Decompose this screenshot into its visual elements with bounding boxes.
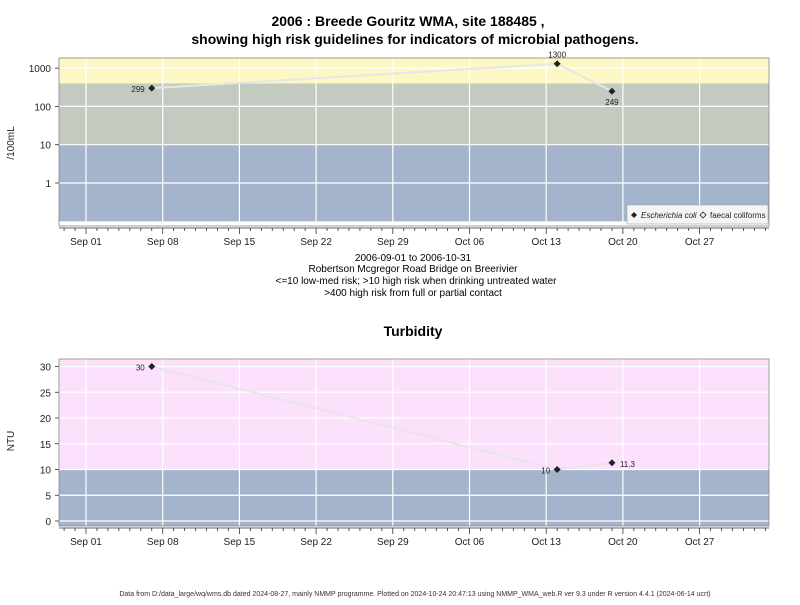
data-label: 299 — [131, 85, 145, 94]
x-tick-label: Sep 29 — [377, 537, 409, 548]
x-tick-label: Sep 08 — [147, 537, 179, 548]
chart2-ylabel: NTU — [6, 431, 17, 452]
y-tick-label: 20 — [40, 414, 52, 425]
x-tick-label: Oct 20 — [608, 537, 638, 548]
caption-contact-risk: >400 high risk from full or partial cont… — [324, 288, 502, 299]
x-tick-label: Sep 15 — [224, 537, 256, 548]
x-tick-label: Oct 27 — [685, 237, 715, 248]
plot-border — [58, 358, 770, 527]
data-label: 249 — [605, 98, 619, 107]
turbidity-chart: 0 5 10 15 20 25 30 Sep 01 Sep 08 Sep 15 Sep 22 Sep … — [40, 358, 770, 548]
data-label: 11.3 — [620, 460, 636, 469]
x-tick-label: Sep 29 — [377, 237, 409, 248]
risk-band — [59, 359, 769, 470]
y-tick-label: 10 — [40, 141, 52, 152]
x-tick-label: Sep 01 — [70, 537, 102, 548]
data-point — [148, 363, 156, 370]
risk-band — [59, 83, 769, 145]
data-point — [148, 84, 156, 92]
y-tick-label: 5 — [45, 491, 51, 502]
data-label: 30 — [136, 364, 145, 373]
data-point — [608, 87, 616, 95]
y-tick-label: 1000 — [29, 64, 52, 75]
risk-band — [59, 469, 769, 526]
plot-border — [58, 57, 770, 227]
x-tick-label: Sep 01 — [70, 237, 102, 248]
chart1-title-line2: showing high risk guidelines for indicat… — [191, 31, 638, 47]
chart1-legend: Escherichia coli faecal coliforms — [626, 204, 769, 225]
data-point — [553, 466, 561, 473]
y-tick-label: 30 — [40, 363, 52, 374]
chart1-ylabel: /100mL — [6, 126, 17, 160]
caption-date-range: 2006-09-01 to 2006-10-31 — [355, 253, 472, 264]
caption-site: Robertson Mcgregor Road Bridge on Breeri… — [309, 264, 519, 275]
caption-drinking-risk: <=10 low-med risk; >10 high risk when dr… — [276, 276, 558, 287]
x-tick-label: Oct 27 — [685, 537, 715, 548]
y-tick-label: 0 — [45, 517, 51, 528]
x-tick-label: Sep 15 — [224, 237, 256, 248]
x-tick-label: Oct 13 — [531, 237, 561, 248]
y-tick-label: 15 — [40, 440, 52, 451]
risk-band — [59, 58, 769, 84]
legend-faecal-label: faecal coliforms — [710, 211, 766, 220]
x-tick-label: Sep 22 — [300, 537, 332, 548]
x-tick-label: Oct 20 — [608, 237, 638, 248]
x-tick-label: Oct 13 — [531, 537, 561, 548]
data-label: 1300 — [548, 51, 566, 60]
data-point — [608, 459, 616, 467]
data-point — [553, 60, 561, 68]
y-tick-label: 100 — [34, 102, 51, 113]
y-tick-label: 10 — [40, 466, 52, 477]
x-tick-label: Sep 08 — [147, 237, 179, 248]
x-tick-label: Oct 06 — [455, 537, 485, 548]
legend-open-diamond-icon — [699, 211, 707, 219]
legend-filled-diamond-icon — [631, 212, 637, 218]
x-tick-label: Oct 06 — [455, 237, 485, 248]
legend-ecoli-label: Escherichia coli — [641, 211, 697, 220]
data-label: 10 — [541, 467, 550, 476]
microbial-chart: 1 10 100 1000 Sep 01 Sep 08 Sep 15 Sep 22 Sep 29… — [29, 51, 770, 248]
x-tick-label: Sep 22 — [300, 237, 332, 248]
chart1-title-line1: 2006 : Breede Gouritz WMA, site 188485 , — [271, 13, 544, 29]
y-tick-label: 25 — [40, 388, 52, 399]
y-tick-label: 1 — [45, 179, 51, 190]
footer-note: Data from D:/data_large/wq/wms.db dated … — [119, 591, 710, 598]
chart2-title: Turbidity — [384, 323, 443, 339]
